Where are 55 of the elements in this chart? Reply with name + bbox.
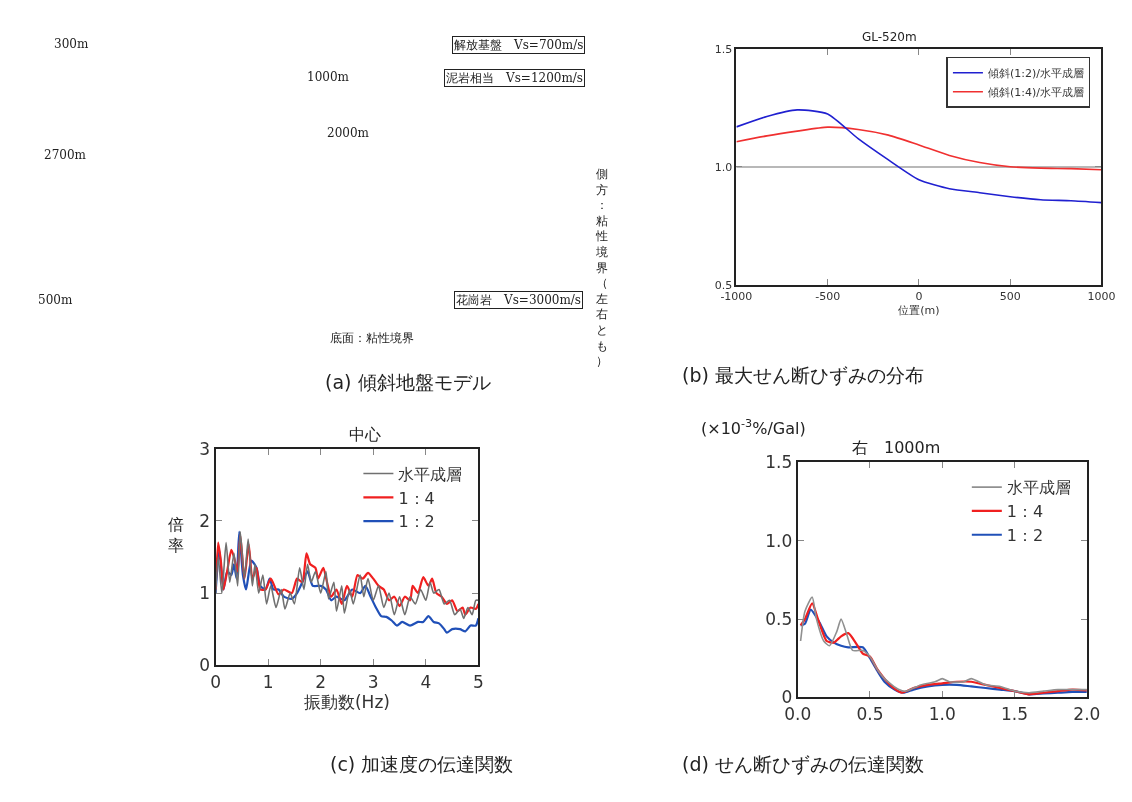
text: 泥岩相当 Vs=1200m/s xyxy=(446,71,583,85)
y-tick-label: 0.5 xyxy=(765,609,793,630)
x-tick-label: 2.0 xyxy=(1073,703,1101,724)
line-series xyxy=(736,109,1102,204)
x-tick-label: 5 xyxy=(472,671,484,692)
text: 解放基盤 Vs=700m/s xyxy=(454,38,584,52)
x-tick-label: 1.5 xyxy=(1001,703,1029,724)
y-tick-label: 2 xyxy=(199,510,211,531)
x-axis-title: 振動数(Hz) xyxy=(304,691,390,712)
y-tick-label: 1.0 xyxy=(765,530,793,551)
y-tick-label: 1.0 xyxy=(714,160,733,174)
legend-label: 水平成層 xyxy=(1006,478,1071,498)
text: 2700m xyxy=(44,148,87,162)
x-tick-label: 0.5 xyxy=(856,703,884,724)
chart-title: GL-520m xyxy=(862,30,917,44)
x-tick-label: 3 xyxy=(367,671,379,692)
x-tick-label: -500 xyxy=(815,290,841,304)
x-tick-label: 1000 xyxy=(1087,290,1116,304)
text: 500m xyxy=(38,293,73,307)
legend-label: 1：4 xyxy=(398,488,435,508)
x-tick-label: 500 xyxy=(999,290,1021,304)
x-tick-label: 2 xyxy=(315,671,327,692)
text: 300m xyxy=(54,37,89,51)
legend-label: 傾斜(1:4)/水平成層 xyxy=(987,86,1084,100)
legend-label: 水平成層 xyxy=(398,464,463,484)
y-axis-title: 倍率 xyxy=(168,515,184,555)
y-tick-label: 1.5 xyxy=(714,42,733,56)
y-axis-title: (×10$^{-3}$%/Gal) xyxy=(701,417,806,438)
x-tick-label: 1 xyxy=(262,671,274,692)
y-tick-label: 1.5 xyxy=(765,452,793,473)
x-tick-label: 1.0 xyxy=(928,703,956,724)
legend-label: 傾斜(1:2)/水平成層 xyxy=(987,67,1084,81)
text: 2000m xyxy=(327,126,370,140)
legend-label: 1：2 xyxy=(398,512,435,532)
text: 底面：粘性境界 xyxy=(330,331,414,345)
x-axis-title: 位置(m) xyxy=(898,303,940,317)
chart-title: 中心 xyxy=(349,425,381,444)
text: 側方：粘性境界（左右とも） xyxy=(596,167,608,369)
text: (d) せん断ひずみの伝達関数 xyxy=(682,753,924,775)
line-series xyxy=(736,126,1102,171)
text: 花崗岩 Vs=3000m/s xyxy=(456,293,581,307)
legend-label: 1：2 xyxy=(1006,525,1044,545)
legend-label: 1：4 xyxy=(1006,502,1044,522)
x-tick-label: 0 xyxy=(915,290,923,304)
chart-title: 右 1000m xyxy=(852,438,941,457)
y-tick-label: 1 xyxy=(199,583,211,604)
y-tick-label: 0.5 xyxy=(714,278,733,292)
text: (b) 最大せん断ひずみの分布 xyxy=(682,364,924,386)
y-tick-label: 0 xyxy=(199,655,211,676)
text: (a) 傾斜地盤モデル xyxy=(325,371,491,393)
x-tick-label: -1000 xyxy=(720,290,753,304)
y-tick-label: 3 xyxy=(199,438,211,459)
text: 1000m xyxy=(307,70,350,84)
x-tick-label: 4 xyxy=(420,671,432,692)
text: (c) 加速度の伝達関数 xyxy=(330,753,514,775)
